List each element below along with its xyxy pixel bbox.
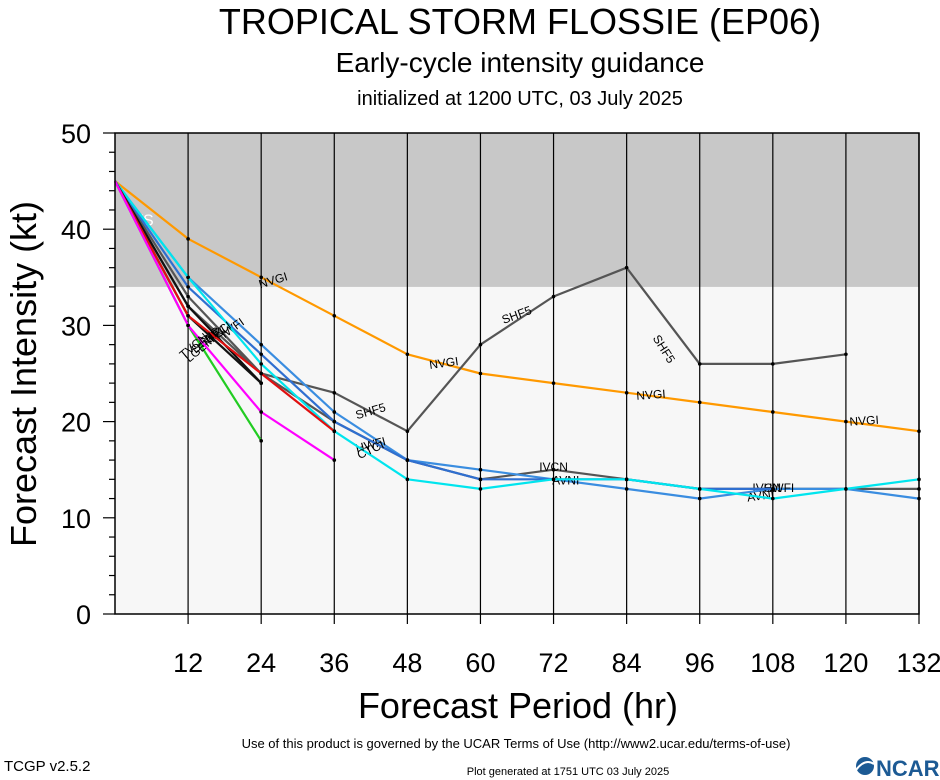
data-point (259, 342, 263, 347)
y-tick-label: 0 (76, 600, 91, 630)
data-point (844, 352, 848, 357)
series-label: AVNI (746, 487, 775, 505)
plot-frame (114, 132, 920, 615)
x-axis-label: Forecast Period (hr) (358, 685, 678, 726)
y-axis: 0 10 20 30 40 50 (61, 119, 115, 630)
data-point (624, 265, 629, 270)
data-point (186, 304, 190, 308)
data-point (697, 400, 702, 405)
y-tick-label: 20 (61, 408, 91, 438)
x-axis: 12 24 36 48 60 72 84 96 108 120 132 (173, 614, 940, 678)
data-point (771, 487, 775, 491)
data-point (551, 381, 556, 385)
y-tick-label: 30 (61, 311, 91, 341)
chart-subtitle: Early-cycle intensity guidance (336, 47, 705, 78)
x-tick-label: 132 (896, 648, 940, 678)
series-label: IVCN (539, 460, 568, 474)
data-point (624, 390, 629, 395)
data-point (697, 496, 702, 501)
data-point (771, 410, 775, 414)
y-axis-label: Forecast Intensity (kt) (3, 201, 44, 547)
data-point (259, 275, 263, 280)
series-line (114, 180, 920, 500)
x-tick-label: 48 (392, 648, 422, 678)
x-tick-label: 120 (823, 648, 868, 678)
chart-title: TROPICAL STORM FLOSSIE (EP06) (219, 1, 821, 42)
data-point (332, 410, 337, 414)
data-point (332, 390, 337, 395)
series-label: HWFI (764, 481, 795, 495)
data-point (844, 419, 848, 424)
data-point (697, 362, 702, 366)
x-tick-label: 96 (685, 648, 715, 678)
data-point (405, 352, 410, 357)
data-point (624, 487, 629, 491)
x-tick-label: 84 (612, 648, 642, 678)
data-point (186, 275, 190, 280)
data-point (259, 410, 263, 414)
ncar-logo-swoosh (855, 761, 875, 771)
data-point (186, 294, 190, 299)
data-point (551, 467, 556, 472)
series-line (114, 180, 920, 500)
data-point (844, 487, 848, 491)
data-point (332, 429, 337, 434)
ncar-logo: NCAR (855, 756, 940, 780)
x-tick-label: 36 (319, 648, 349, 678)
data-point (551, 477, 556, 482)
x-tick-label: 60 (465, 648, 495, 678)
data-point (478, 342, 483, 347)
x-tick-label: 12 (173, 648, 203, 678)
series-label: NVGI (636, 387, 666, 403)
data-point (478, 477, 483, 482)
series-line (114, 180, 920, 433)
series-label: AVNI (552, 473, 579, 487)
data-point (405, 477, 410, 482)
y-tick-label: 50 (61, 119, 91, 149)
data-point (405, 429, 410, 434)
data-point (259, 352, 263, 357)
data-point (186, 313, 190, 318)
data-point (551, 294, 556, 299)
data-point (478, 467, 483, 472)
terms-of-use: Use of this product is governed by the U… (242, 736, 791, 751)
data-point (186, 285, 190, 289)
data-point (332, 313, 337, 318)
ncar-logo-text: NCAR (876, 756, 940, 780)
data-point (697, 487, 702, 491)
data-point (186, 237, 190, 241)
series-layer: NVGINVGINVGINVGISHF5SHF5SHF5IVCNIVCNHWFI… (114, 180, 921, 505)
series-line (114, 180, 335, 462)
init-time: initialized at 1200 UTC, 03 July 2025 (357, 88, 683, 110)
y-tick-label: 40 (61, 215, 91, 245)
generated-time: Plot generated at 1751 UTC 03 July 2025 (467, 766, 669, 778)
data-point (405, 458, 410, 462)
data-point (478, 487, 483, 491)
data-point (259, 439, 263, 443)
data-point (186, 323, 190, 328)
data-point (259, 362, 263, 366)
version-label: TCGP v2.5.2 (4, 758, 90, 775)
x-tick-label: 24 (246, 648, 276, 678)
series-line (114, 180, 335, 433)
data-point (259, 371, 263, 376)
data-point (771, 362, 775, 366)
series-label: NVGI (849, 413, 879, 429)
data-point (624, 477, 629, 482)
data-point (332, 419, 337, 424)
data-point (771, 496, 775, 501)
data-point (332, 458, 337, 462)
series-label: NVGI (428, 354, 459, 372)
y-tick-label: 10 (61, 504, 91, 534)
ts-intensity-band (115, 133, 919, 287)
plot-area: TS NVGINVGINVGINVGISHF5SHF5SHF5IVCNIVCNH… (114, 132, 921, 615)
data-point (478, 371, 483, 376)
x-tick-label: 72 (539, 648, 569, 678)
data-point (259, 381, 263, 385)
x-tick-label: 108 (750, 648, 795, 678)
